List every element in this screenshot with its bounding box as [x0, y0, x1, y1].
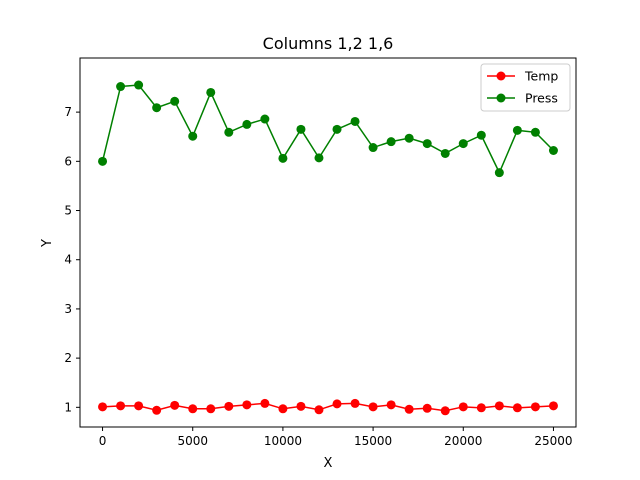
- legend: Temp Press: [480, 63, 571, 112]
- data-point-temp: [224, 401, 234, 411]
- legend-label-temp: Temp: [524, 69, 558, 84]
- data-point-press: [548, 145, 558, 155]
- data-point-press: [476, 130, 486, 140]
- data-point-press: [206, 87, 216, 97]
- data-point-press: [296, 124, 306, 134]
- data-point-temp: [476, 403, 486, 413]
- legend-marker-temp: [496, 71, 506, 81]
- data-point-temp: [116, 401, 126, 411]
- y-tick-label: 7: [64, 105, 72, 119]
- data-point-temp: [206, 404, 216, 414]
- data-point-press: [332, 124, 342, 134]
- y-tick-label: 3: [64, 302, 72, 316]
- data-point-press: [368, 143, 378, 153]
- data-point-temp: [368, 402, 378, 412]
- series-layer: [98, 80, 558, 416]
- data-point-press: [224, 127, 234, 137]
- data-point-press: [386, 137, 396, 147]
- data-point-press: [404, 133, 414, 143]
- y-axis-ticks: 1 2 3 4 5 6 7: [64, 105, 80, 414]
- data-point-press: [278, 153, 288, 163]
- legend-marker-press: [496, 93, 506, 103]
- x-axis-label: X: [324, 456, 333, 471]
- data-point-temp: [296, 401, 306, 411]
- data-point-press: [260, 114, 270, 124]
- data-point-press: [188, 131, 198, 141]
- data-point-press: [350, 116, 360, 126]
- data-point-temp: [260, 398, 270, 408]
- plot-frame: [79, 57, 577, 428]
- data-point-temp: [242, 400, 252, 410]
- data-point-press: [494, 168, 504, 178]
- y-tick-label: 6: [64, 154, 72, 168]
- data-point-temp: [548, 401, 558, 411]
- data-point-temp: [314, 405, 324, 415]
- data-point-temp: [386, 400, 396, 410]
- x-tick-label: 25000: [534, 434, 572, 448]
- data-point-temp: [98, 402, 108, 412]
- data-point-press: [170, 96, 180, 106]
- data-point-press: [530, 127, 540, 137]
- x-axis-ticks: 0 5000 10000 15000 20000 25000: [99, 427, 573, 448]
- data-point-temp: [404, 404, 414, 414]
- data-point-press: [422, 139, 432, 149]
- data-point-temp: [458, 402, 468, 412]
- data-point-press: [512, 125, 522, 135]
- data-point-temp: [188, 404, 198, 414]
- data-point-temp: [512, 403, 522, 413]
- data-point-temp: [278, 404, 288, 414]
- data-point-press: [134, 80, 144, 90]
- data-point-press: [98, 156, 108, 166]
- x-tick-label: 0: [99, 434, 107, 448]
- data-point-press: [242, 119, 252, 129]
- data-point-temp: [350, 398, 360, 408]
- data-point-temp: [494, 401, 504, 411]
- x-tick-label: 10000: [264, 434, 302, 448]
- data-point-press: [440, 148, 450, 158]
- y-tick-label: 5: [64, 204, 72, 218]
- data-point-temp: [530, 402, 540, 412]
- x-tick-label: 5000: [177, 434, 208, 448]
- legend-label-press: Press: [525, 91, 558, 106]
- data-point-temp: [152, 405, 162, 415]
- y-tick-label: 4: [64, 253, 72, 267]
- data-point-temp: [170, 400, 180, 410]
- plot-area: [80, 58, 576, 427]
- data-point-press: [116, 82, 126, 92]
- data-point-press: [152, 103, 162, 113]
- data-point-press: [314, 153, 324, 163]
- data-point-press: [458, 139, 468, 149]
- y-axis-label: Y: [40, 239, 55, 248]
- data-point-temp: [440, 406, 450, 416]
- chart-title: Columns 1,2 1,6: [263, 34, 394, 53]
- x-tick-label: 15000: [354, 434, 392, 448]
- data-point-temp: [422, 403, 432, 413]
- data-point-temp: [134, 401, 144, 411]
- y-tick-label: 2: [64, 351, 72, 365]
- y-tick-label: 1: [64, 400, 72, 414]
- data-point-temp: [332, 399, 342, 409]
- x-tick-label: 20000: [444, 434, 482, 448]
